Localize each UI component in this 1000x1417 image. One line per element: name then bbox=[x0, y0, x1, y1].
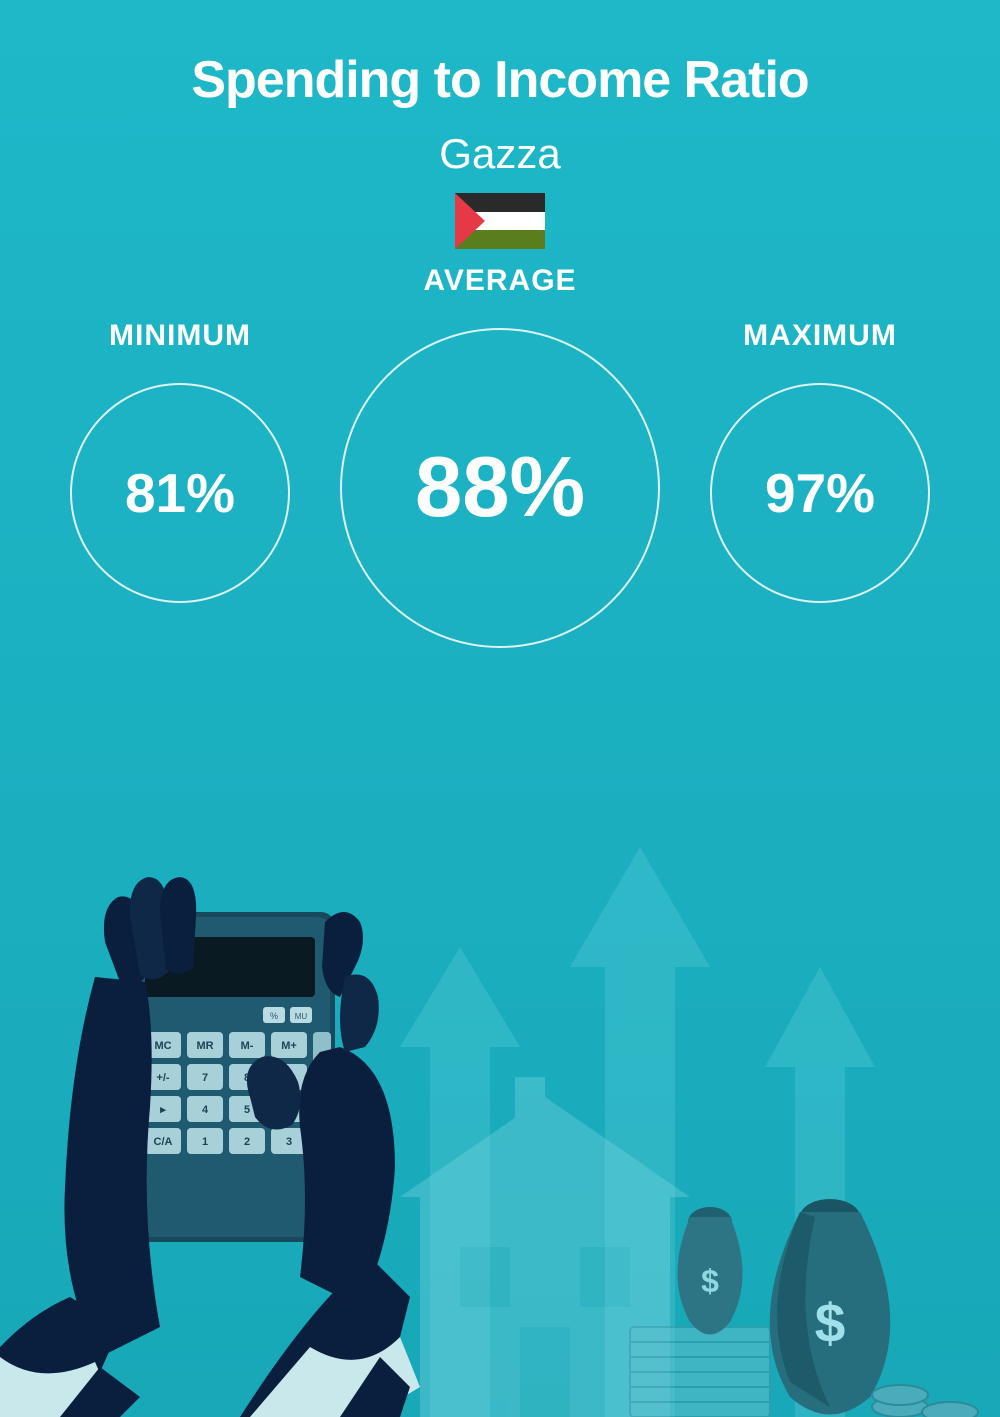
svg-text:$: $ bbox=[815, 1292, 846, 1354]
stat-minimum-value: 81% bbox=[125, 461, 235, 525]
stat-average-label: AVERAGE bbox=[423, 264, 576, 298]
svg-text:M+: M+ bbox=[281, 1040, 297, 1052]
svg-text:MU: MU bbox=[295, 1012, 308, 1021]
svg-text:C/A: C/A bbox=[154, 1136, 173, 1148]
circle-average: 88% bbox=[340, 328, 660, 648]
illustration-finance: $ $ % MU bbox=[0, 767, 1000, 1417]
stat-minimum-label: MINIMUM bbox=[109, 319, 251, 353]
circle-maximum: 97% bbox=[710, 383, 930, 603]
svg-text:MR: MR bbox=[196, 1040, 213, 1052]
page-subtitle: Gazza bbox=[0, 130, 1000, 178]
stat-maximum: MAXIMUM 97% bbox=[710, 319, 930, 603]
stat-average-value: 88% bbox=[415, 439, 585, 537]
svg-text:3: 3 bbox=[286, 1136, 292, 1148]
flag-icon bbox=[455, 193, 545, 249]
stat-minimum: MINIMUM 81% bbox=[70, 319, 290, 603]
svg-text:M-: M- bbox=[241, 1040, 254, 1052]
svg-text:5: 5 bbox=[244, 1104, 250, 1116]
hands-calculator-icon: % MU MC MR bbox=[0, 877, 420, 1417]
money-icon: $ $ bbox=[630, 1199, 978, 1417]
svg-text:7: 7 bbox=[202, 1072, 208, 1084]
svg-text:2: 2 bbox=[244, 1136, 250, 1148]
svg-text:4: 4 bbox=[202, 1104, 209, 1116]
svg-text:MC: MC bbox=[154, 1040, 171, 1052]
page-title: Spending to Income Ratio bbox=[0, 0, 1000, 110]
flag-triangle bbox=[455, 193, 485, 249]
stat-maximum-value: 97% bbox=[765, 461, 875, 525]
svg-text:%: % bbox=[270, 1011, 278, 1021]
circle-minimum: 81% bbox=[70, 383, 290, 603]
svg-text:1: 1 bbox=[202, 1136, 208, 1148]
stat-maximum-label: MAXIMUM bbox=[743, 319, 897, 353]
stats-row: MINIMUM 81% AVERAGE 88% MAXIMUM 97% bbox=[0, 319, 1000, 648]
svg-text:+/-: +/- bbox=[156, 1072, 169, 1084]
stat-average: AVERAGE 88% bbox=[340, 264, 660, 648]
svg-text:$: $ bbox=[701, 1263, 719, 1299]
svg-text:▸: ▸ bbox=[159, 1104, 166, 1116]
